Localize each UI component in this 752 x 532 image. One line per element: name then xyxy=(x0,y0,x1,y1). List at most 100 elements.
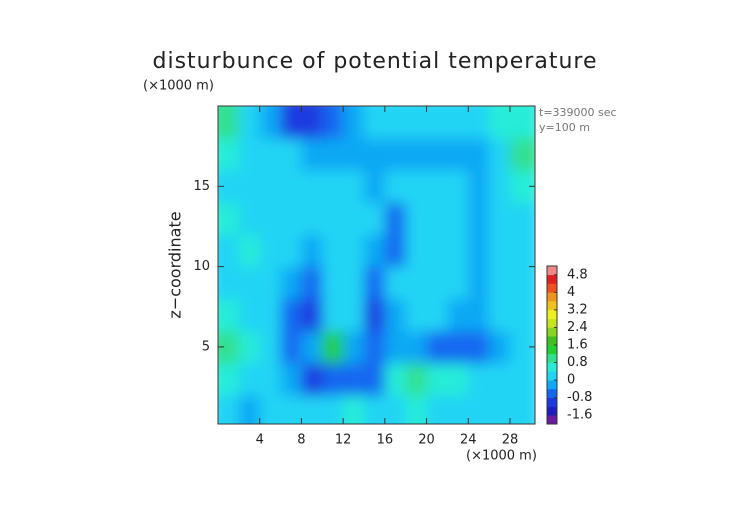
field-cell xyxy=(322,330,344,364)
field-cell xyxy=(405,106,428,139)
field-cell xyxy=(405,330,428,364)
field-cell xyxy=(509,395,535,424)
field-cell xyxy=(468,202,490,235)
colorbar-level xyxy=(547,336,557,346)
field-cell xyxy=(301,138,323,171)
field-cell xyxy=(426,170,448,203)
field-cell xyxy=(322,266,344,300)
annotation: t=339000 sec xyxy=(539,106,617,119)
field-cell xyxy=(468,395,490,424)
field-cell xyxy=(489,330,511,364)
field-cell xyxy=(447,170,469,203)
field-cell xyxy=(509,362,535,396)
y-unit: (×1000 m) xyxy=(143,79,214,94)
plot-frame xyxy=(217,105,536,425)
field-cell xyxy=(384,202,407,235)
field-cell xyxy=(468,362,490,396)
field-cell xyxy=(322,138,344,171)
field-cell xyxy=(509,202,535,235)
field-cell xyxy=(405,266,428,300)
field-cell xyxy=(343,106,365,139)
field-cell xyxy=(447,395,469,424)
field-cell xyxy=(405,202,428,235)
colorbar-level xyxy=(547,327,557,337)
field-cell xyxy=(259,266,282,300)
colorbar-level xyxy=(547,266,557,276)
field-cell xyxy=(489,395,511,424)
field-cell xyxy=(447,362,469,396)
field-cell xyxy=(301,395,323,424)
field-cell xyxy=(301,234,323,268)
field-cell xyxy=(280,234,302,268)
field-cell xyxy=(238,106,261,139)
field-cell xyxy=(301,106,323,139)
field-cell xyxy=(509,298,535,332)
field-cell xyxy=(301,298,323,332)
field-cell xyxy=(238,234,261,268)
field-cell xyxy=(259,202,282,235)
field-cell xyxy=(426,234,448,268)
field-cell xyxy=(280,202,302,235)
field-cell xyxy=(489,106,511,139)
field-cell xyxy=(489,298,511,332)
field-cell xyxy=(447,138,469,171)
y-axis-title: z−coordinate xyxy=(166,211,185,318)
field-cell xyxy=(509,234,535,268)
field-cell xyxy=(238,138,261,171)
field-cell xyxy=(363,266,386,300)
field-cell xyxy=(489,170,511,203)
field-cell xyxy=(322,362,344,396)
field-cell xyxy=(509,330,535,364)
colorbar-level xyxy=(547,292,557,302)
field-cell xyxy=(218,266,240,300)
field-cell xyxy=(384,266,407,300)
field-cell xyxy=(509,106,535,139)
field-cell xyxy=(280,330,302,364)
field-cell xyxy=(468,266,490,300)
field-cell xyxy=(218,234,240,268)
field-cell xyxy=(343,138,365,171)
x-tick-label: 24 xyxy=(460,433,477,448)
field-cell xyxy=(301,202,323,235)
field-cell xyxy=(280,266,302,300)
field-cell xyxy=(238,266,261,300)
field-cell xyxy=(280,395,302,424)
field-cell xyxy=(426,298,448,332)
field-cell xyxy=(322,234,344,268)
y-tick-label: 15 xyxy=(193,179,210,194)
field xyxy=(218,106,535,424)
field-cell xyxy=(218,170,240,203)
field-cell xyxy=(238,362,261,396)
colorbar-level xyxy=(547,318,557,328)
field-cell xyxy=(426,138,448,171)
y-tick-label: 10 xyxy=(193,259,210,274)
field-cell xyxy=(363,234,386,268)
field-cell xyxy=(280,138,302,171)
field-cell xyxy=(280,106,302,139)
field-cell xyxy=(218,298,240,332)
field-cell xyxy=(405,362,428,396)
field-cell xyxy=(405,395,428,424)
field-cell xyxy=(259,106,282,139)
chart-title: disturbunce of potential temperature xyxy=(153,49,598,74)
field-cell xyxy=(218,106,240,139)
field-cell xyxy=(238,298,261,332)
field-cell xyxy=(301,362,323,396)
field-cell xyxy=(468,170,490,203)
field-cell xyxy=(218,202,240,235)
colorbar-tick-label: -1.6 xyxy=(567,408,592,423)
field-cell xyxy=(259,362,282,396)
field-cell xyxy=(405,170,428,203)
colorbar-level xyxy=(547,309,557,319)
field-cell xyxy=(468,330,490,364)
field-cells xyxy=(218,106,535,424)
field-cell xyxy=(363,202,386,235)
colorbar-level xyxy=(547,397,557,407)
field-cell xyxy=(468,298,490,332)
field-cell xyxy=(426,362,448,396)
field-cell xyxy=(322,106,344,139)
field-cell xyxy=(280,170,302,203)
colorbar-level xyxy=(547,406,557,416)
field-cell xyxy=(259,298,282,332)
field-cell xyxy=(426,106,448,139)
